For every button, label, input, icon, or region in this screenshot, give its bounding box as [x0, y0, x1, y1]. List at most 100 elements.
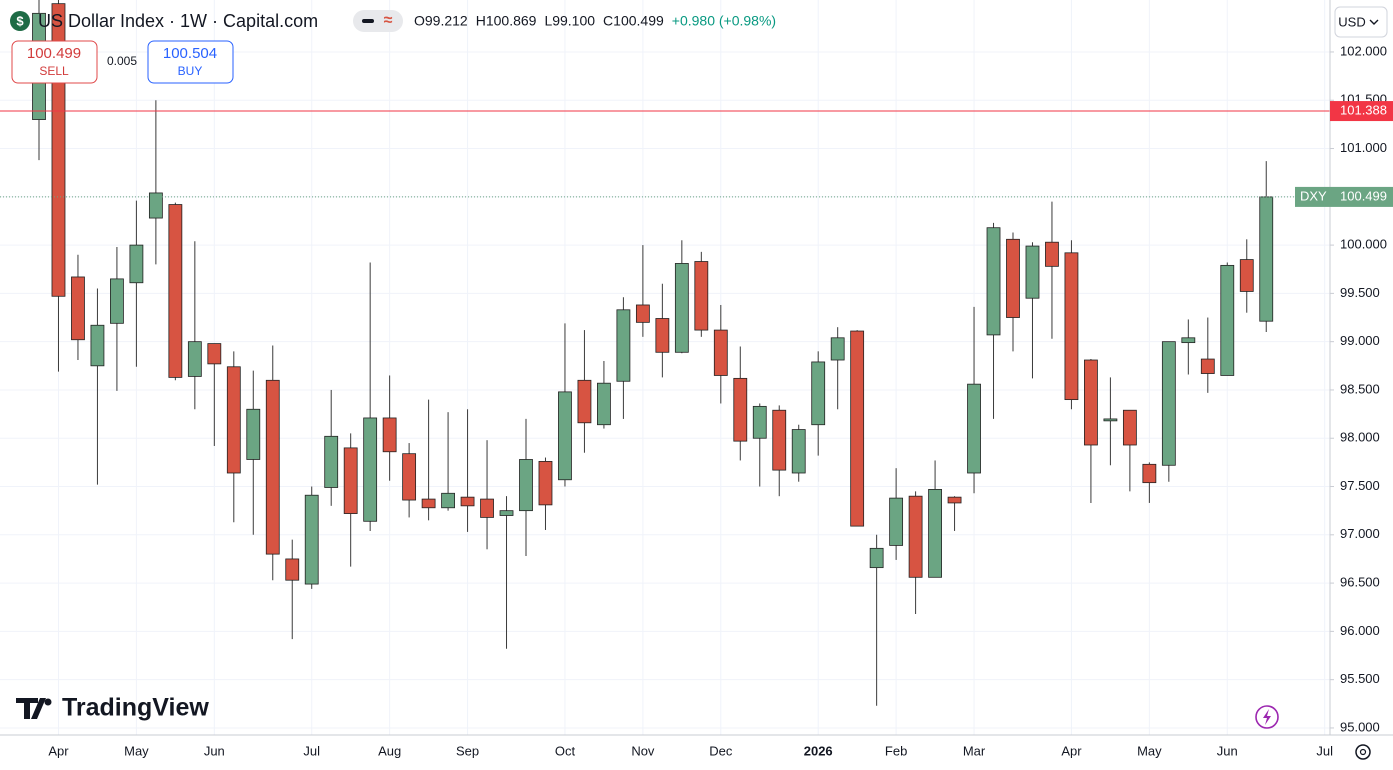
buy-button[interactable] — [147, 40, 234, 84]
candle-body — [265, 379, 280, 555]
ohlc-legend: O99.212 H100.869 L99.100 C100.499 +0.980 (+0… — [414, 13, 776, 29]
candle-body — [421, 498, 436, 509]
candle-body — [850, 330, 865, 527]
candle-body — [187, 341, 202, 377]
brand-name: TradingView — [62, 694, 209, 722]
ohlc-value: +0.980 (+0.98%) — [672, 13, 776, 29]
candle-body — [713, 329, 728, 376]
currency-chevron — [1369, 19, 1379, 25]
y-tick-label: 96.500 — [1340, 575, 1380, 590]
sell-label: SELL — [39, 64, 69, 78]
buy-label: BUY — [178, 64, 203, 78]
chart-title: US Dollar Index · 1W · Capital.com — [38, 11, 318, 31]
candle-body — [558, 391, 572, 481]
candle-body — [655, 318, 670, 353]
x-tick-label: Feb — [885, 743, 907, 758]
brand-logo — [16, 698, 46, 719]
candle-body — [110, 278, 124, 324]
candle-body — [1103, 418, 1118, 422]
candle-body — [811, 361, 826, 426]
candle-body — [480, 498, 494, 518]
x-tick-label: Mar — [963, 743, 986, 758]
buy-price: 100.504 — [163, 45, 217, 62]
candle-body — [616, 309, 631, 382]
candle-body — [499, 510, 514, 516]
candle-body — [635, 304, 650, 323]
candle-body — [908, 495, 923, 578]
candle-body — [830, 337, 845, 361]
candle-body — [752, 405, 767, 439]
x-tick-label: Jun — [1217, 743, 1238, 758]
candle-body — [1259, 196, 1274, 322]
x-tick-label: May — [1137, 743, 1162, 758]
currency-button[interactable] — [1334, 6, 1388, 38]
y-tick-label: 96.000 — [1340, 623, 1380, 638]
candle-body — [207, 343, 222, 365]
status-dash — [362, 19, 374, 23]
x-tick-label: Jun — [204, 743, 225, 758]
alert-bolt — [1263, 709, 1271, 725]
candle-body — [1181, 337, 1196, 344]
currency: USD — [1338, 14, 1365, 29]
candle-body — [460, 496, 475, 507]
candle-body — [772, 409, 787, 471]
brand-logo-dot — [44, 698, 52, 706]
ohlc-value: H100.869 — [476, 13, 537, 29]
settings-icon[interactable] — [1355, 744, 1371, 760]
candle-body — [1142, 463, 1157, 484]
y-tick-label: 98.500 — [1340, 381, 1380, 396]
y-tick-label: 99.000 — [1340, 333, 1380, 348]
candle-body — [246, 408, 261, 460]
status-wave: ≈ — [384, 12, 393, 29]
y-tick-label: 98.000 — [1340, 430, 1380, 445]
candle-body — [1006, 238, 1020, 318]
candle-body — [538, 461, 553, 506]
candle-body — [402, 453, 417, 501]
y-tick-label: 95.500 — [1340, 671, 1380, 686]
candle-body — [967, 383, 981, 474]
candle-body — [1122, 409, 1137, 446]
x-tick-label: Dec — [709, 743, 733, 758]
ohlc-value: L99.100 — [544, 13, 595, 29]
x-tick-label: Sep — [456, 743, 479, 758]
candle-body — [791, 429, 806, 474]
candle-body — [148, 192, 163, 219]
last-price-label: 100.499 — [1340, 188, 1387, 203]
candle-body — [986, 227, 1001, 336]
x-tick-label: Nov — [631, 743, 655, 758]
x-tick-label: Oct — [555, 743, 576, 758]
candle-body — [168, 204, 183, 378]
y-tick-label: 100.000 — [1340, 237, 1387, 252]
y-tick-label: 102.000 — [1340, 43, 1387, 58]
candle-body — [90, 324, 105, 367]
candle-body — [343, 447, 358, 514]
symbol-icon-glyph: $ — [16, 13, 24, 28]
candle-body — [363, 417, 378, 522]
sell-button[interactable] — [11, 40, 98, 84]
ohlc-value: O99.212 — [414, 13, 468, 29]
candle-body — [1025, 245, 1040, 299]
candle-body — [869, 547, 884, 569]
candle-body — [1084, 359, 1098, 446]
candle-body — [441, 492, 455, 509]
plot — [0, 0, 1330, 706]
candle-body — [1220, 264, 1235, 376]
candle-body — [597, 382, 611, 426]
spread: 0.005 — [107, 54, 137, 68]
candle-body — [304, 494, 319, 585]
x-tick-label: Jul — [303, 743, 320, 758]
candle-body — [928, 489, 942, 578]
y-tick-label: 97.000 — [1340, 526, 1380, 541]
candle-body — [1200, 358, 1215, 374]
status-pill[interactable] — [353, 10, 403, 32]
candle-body — [1045, 241, 1059, 267]
price-line-tag — [1330, 101, 1393, 122]
x-tick-label: Apr — [1061, 743, 1082, 758]
y-tick-label: 97.500 — [1340, 478, 1380, 493]
sell-price: 100.499 — [27, 45, 81, 62]
candle-body — [674, 263, 689, 353]
candle-body — [519, 459, 533, 512]
